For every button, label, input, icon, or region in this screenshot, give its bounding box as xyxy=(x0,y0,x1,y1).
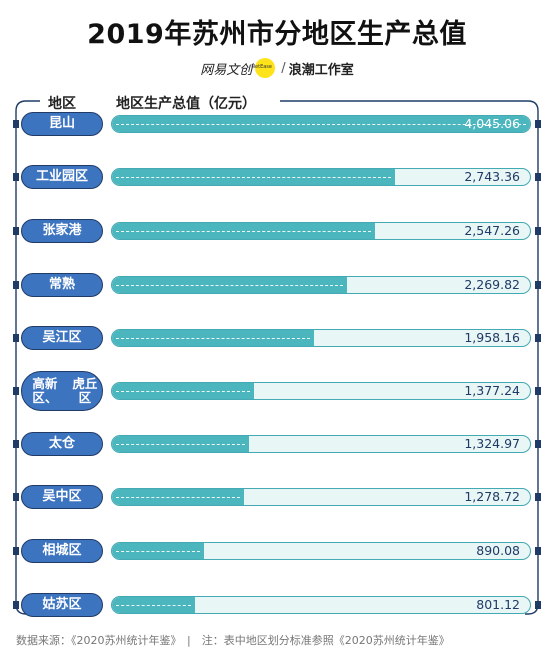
bar-value-label: 890.08 xyxy=(476,543,520,558)
bar-track: 1,377.24 xyxy=(111,382,531,400)
frame-tick xyxy=(535,173,541,181)
bar-value-label: 4,045.06 xyxy=(464,116,520,131)
bar xyxy=(112,383,254,399)
frame-tick xyxy=(13,173,19,181)
brand-netease: 网易文创 xyxy=(200,62,253,78)
bar-value-label: 2,547.26 xyxy=(464,223,520,238)
chart-title: 2019年苏州市分地区生产总值 xyxy=(87,19,467,50)
bar-track: 801.12 xyxy=(111,596,531,614)
bar xyxy=(112,223,375,239)
bar-track: 2,269.82 xyxy=(111,276,531,294)
value-header: 地区生产总值（亿元） xyxy=(112,93,260,113)
category-label: 昆山 xyxy=(21,112,103,136)
frame-tick xyxy=(535,440,541,448)
bar xyxy=(112,277,347,293)
category-label: 吴江区 xyxy=(21,326,103,350)
frame-tick xyxy=(535,387,541,395)
bar-track: 2,743.36 xyxy=(111,168,531,186)
frame-tick xyxy=(13,334,19,342)
brand-separator: / xyxy=(281,60,286,76)
bar xyxy=(112,169,395,185)
category-label: 工业园区 xyxy=(21,165,103,189)
footer-note: 数据来源：《2020苏州统计年鉴》 | 注：表中地区划分标准参照《2020苏州统… xyxy=(16,634,450,647)
category-header: 地区 xyxy=(44,93,80,113)
bar-track: 1,324.97 xyxy=(111,435,531,453)
bar-value-label: 2,743.36 xyxy=(464,169,520,184)
frame-tick xyxy=(535,227,541,235)
frame-tick xyxy=(13,387,19,395)
category-label: 高新区、 虎丘区 xyxy=(21,371,103,411)
bar-value-label: 2,269.82 xyxy=(464,277,520,292)
frame-tick xyxy=(13,493,19,501)
category-label: 吴中区 xyxy=(21,485,103,509)
bar-value-label: 1,324.97 xyxy=(464,436,520,451)
frame-tick xyxy=(13,440,19,448)
bar-track: 1,278.72 xyxy=(111,488,531,506)
bar xyxy=(112,597,195,613)
category-label: 太仓 xyxy=(21,432,103,456)
bar-value-label: 801.12 xyxy=(476,597,520,612)
bar-track: 1,958.16 xyxy=(111,329,531,347)
netease-logo-icon xyxy=(251,58,276,78)
frame-tick xyxy=(535,493,541,501)
frame-tick xyxy=(535,601,541,609)
bar xyxy=(112,436,249,452)
frame-tick xyxy=(13,120,19,128)
bar-track: 4,045.06 xyxy=(111,115,531,133)
brand-studio: 浪潮工作室 xyxy=(288,62,354,78)
bar xyxy=(112,330,314,346)
bar xyxy=(112,116,530,132)
frame-tick xyxy=(535,334,541,342)
category-label: 常熟 xyxy=(21,273,103,297)
frame-tick xyxy=(13,227,19,235)
category-label: 张家港 xyxy=(21,219,103,243)
bar-value-label: 1,958.16 xyxy=(464,330,520,345)
frame-tick xyxy=(13,281,19,289)
category-label: 姑苏区 xyxy=(21,593,103,617)
bar-track: 890.08 xyxy=(111,542,531,560)
frame-tick xyxy=(535,120,541,128)
bar-value-label: 1,377.24 xyxy=(464,383,520,398)
bar-track: 2,547.26 xyxy=(111,222,531,240)
bar xyxy=(112,489,244,505)
bar-value-label: 1,278.72 xyxy=(464,489,520,504)
frame-tick xyxy=(13,547,19,555)
frame-tick xyxy=(535,281,541,289)
category-label: 相城区 xyxy=(21,539,103,563)
frame-tick xyxy=(13,601,19,609)
frame-tick xyxy=(535,547,541,555)
brand-line: 网易文创 / 浪潮工作室 xyxy=(0,58,554,78)
bar xyxy=(112,543,204,559)
